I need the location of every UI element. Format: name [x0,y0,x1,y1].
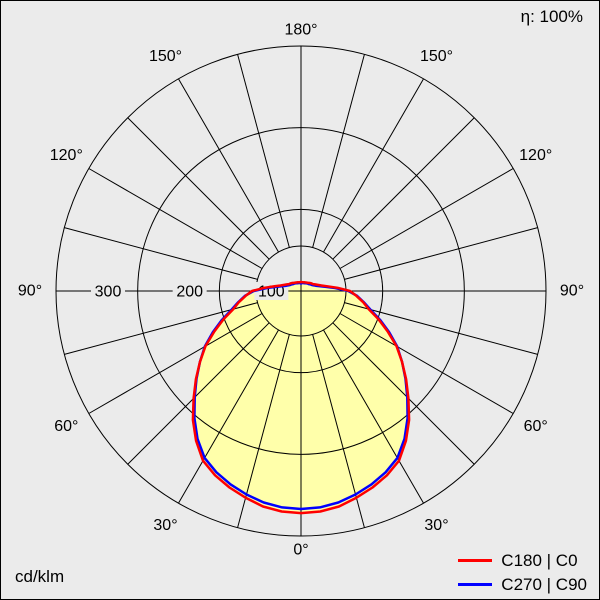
grid-spoke [127,117,270,260]
distribution-curve [193,281,409,511]
grid-spoke [344,227,538,280]
red-curve-swatch-icon [458,559,493,562]
grid-spoke [312,54,365,248]
angle-label: 60° [54,418,78,435]
grid-spoke [344,302,538,355]
angle-label: 60° [524,418,548,435]
angle-label: 150° [149,48,182,65]
angle-label: 0° [293,542,308,559]
grid-spoke [127,322,270,465]
blue-curve-swatch-icon [458,583,493,586]
legend-item-c90-c270: C270 | C90 [458,576,587,593]
legend-label-c0-c180: C180 | C0 [501,551,578,570]
unit-label: cd/klm [15,567,65,586]
grid-spoke [64,227,258,280]
legend: C180 | C0 C270 | C90 [458,552,587,593]
angle-label: 120° [519,147,552,164]
angle-label: 90° [18,283,42,300]
angle-label: 30° [424,517,448,534]
tick-label-bg [172,282,207,300]
grid-spoke [332,117,475,260]
legend-label-c90-c270: C270 | C90 [501,575,587,594]
efficiency-label: η: 100% [520,7,583,26]
grid-spoke [237,54,290,248]
grid-spoke [88,168,263,269]
angle-label: 30° [153,517,177,534]
grid-spoke [339,313,514,414]
grid-spoke [88,313,263,414]
legend-item-c0-c180: C180 | C0 [458,552,587,569]
tick-label-bg [91,282,125,300]
radial-tick-label: 300 [95,284,122,301]
grid-spoke [178,329,279,504]
radial-tick-label: 200 [176,284,203,301]
grid-spoke [323,78,424,253]
angle-label: 180° [284,22,317,39]
angle-label: 90° [560,283,584,300]
grid-spoke [339,168,514,269]
angle-label: 150° [420,48,453,65]
distribution-curve [191,280,411,515]
angle-label: 120° [50,147,83,164]
grid-spoke [323,329,424,504]
grid-spoke [64,302,258,355]
grid-spoke [178,78,279,253]
grid-spoke [332,322,475,465]
